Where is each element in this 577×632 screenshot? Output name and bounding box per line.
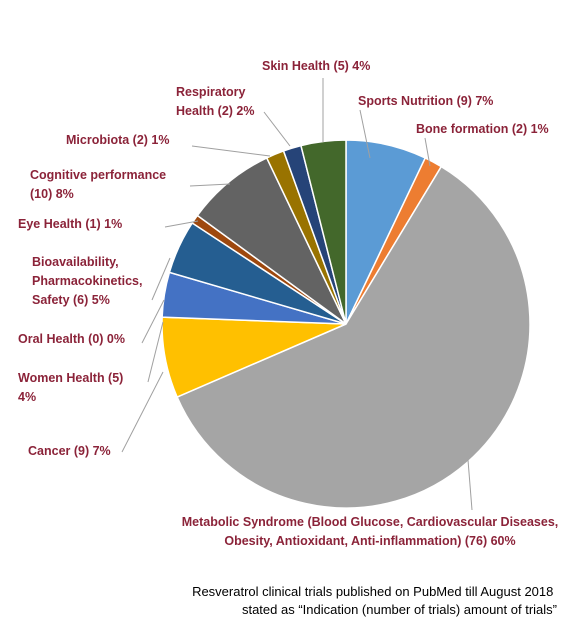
data-label-6-line-1: Pharmacokinetics,	[32, 274, 142, 288]
data-label-11: Skin Health (5) 4%	[262, 59, 370, 73]
data-label-2-line-1: Obesity, Antioxidant, Anti-inflammation)…	[224, 534, 515, 548]
data-label-9-line-0: Microbiota (2) 1%	[66, 133, 170, 147]
leader-line-4	[147, 321, 164, 383]
data-label-4-line-1: 4%	[18, 390, 36, 404]
caption-line-2: stated as “Indication (number of trials)…	[242, 602, 557, 617]
leader-line-6	[151, 257, 171, 301]
leader-line-7	[164, 220, 199, 228]
leader-line-9	[191, 145, 271, 157]
data-labels: Sports Nutrition (9) 7% Bone formation (2…	[18, 59, 558, 548]
caption-line-1: Resveratrol clinical trials published on…	[192, 584, 553, 599]
data-label-3: Cancer (9) 7%	[28, 444, 111, 458]
data-label-0: Sports Nutrition (9) 7%	[358, 94, 493, 108]
data-label-8: Cognitive performance (10) 8%	[30, 168, 166, 201]
data-label-10-line-1: Health (2) 2%	[176, 104, 255, 118]
leader-line-0	[359, 109, 371, 159]
leader-line-1	[424, 137, 431, 167]
data-label-6-line-2: Safety (6) 5%	[32, 293, 110, 307]
leader-line-8	[189, 183, 231, 187]
data-label-6-line-0: Bioavailability,	[32, 255, 119, 269]
data-label-5: Oral Health (0) 0%	[18, 332, 125, 346]
data-label-11-line-0: Skin Health (5) 4%	[262, 59, 370, 73]
pie-slice-8	[196, 156, 347, 325]
pie-slice-2	[176, 165, 531, 509]
data-label-8-line-1: (10) 8%	[30, 187, 74, 201]
data-label-4-line-0: Women Health (5)	[18, 371, 123, 385]
data-label-3-line-0: Cancer (9) 7%	[28, 444, 111, 458]
data-label-2: Metabolic Syndrome (Blood Glucose, Cardi…	[182, 515, 559, 548]
chart-caption: Resveratrol clinical trials published on…	[192, 584, 557, 617]
data-label-5-line-0: Oral Health (0) 0%	[18, 332, 125, 346]
data-label-1: Bone formation (2) 1%	[416, 122, 549, 136]
data-label-8-line-0: Cognitive performance	[30, 168, 166, 182]
data-label-9: Microbiota (2) 1%	[66, 133, 170, 147]
data-label-10: Respiratory Health (2) 2%	[176, 85, 255, 118]
data-label-6: Bioavailability, Pharmacokinetics, Safety …	[32, 255, 142, 307]
leader-line-3	[121, 371, 164, 453]
data-label-1-line-0: Bone formation (2) 1%	[416, 122, 549, 136]
data-label-10-line-0: Respiratory	[176, 85, 246, 99]
data-label-0-line-0: Sports Nutrition (9) 7%	[358, 94, 493, 108]
data-label-7: Eye Health (1) 1%	[18, 217, 122, 231]
data-label-4: Women Health (5) 4%	[18, 371, 123, 404]
pie-slices	[161, 139, 531, 509]
data-label-2-line-0: Metabolic Syndrome (Blood Glucose, Cardi…	[182, 515, 559, 529]
leader-line-2	[467, 459, 473, 511]
data-label-7-line-0: Eye Health (1) 1%	[18, 217, 122, 231]
leader-line-5	[141, 299, 165, 344]
leader-lines	[121, 78, 473, 511]
leader-line-10	[263, 111, 291, 147]
